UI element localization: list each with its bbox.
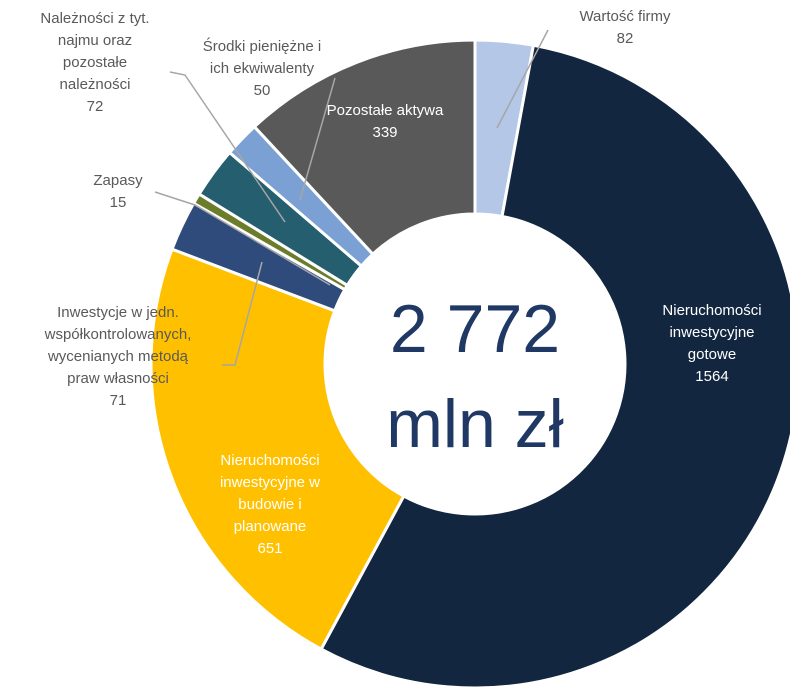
category-name: Nieruchomości inwestycyjne gotowe <box>662 302 762 363</box>
slice-label: Inwestycje w jedn. współkontrolowanych, … <box>45 302 192 412</box>
value-label: 50 <box>253 82 271 99</box>
category-name: Wartość firmy <box>579 8 671 25</box>
value-label: 71 <box>109 392 127 409</box>
slice-label: Nieruchomości inwestycyjne w budowie i p… <box>220 450 320 560</box>
value-label: 15 <box>109 194 127 211</box>
value-label: 82 <box>616 30 634 47</box>
leader-line <box>169 71 286 223</box>
value-label: 651 <box>257 540 283 557</box>
category-name: Zapasy <box>93 172 143 189</box>
value-label: 339 <box>372 124 398 141</box>
slice <box>319 43 790 687</box>
slice-label: Nieruchomości inwestycyjne gotowe 1564 <box>662 300 761 388</box>
slice <box>149 247 406 652</box>
category-name: Pozostałe aktywa <box>326 102 444 119</box>
center-text: 2 772 <box>389 291 561 367</box>
center-text: mln zł <box>386 386 564 462</box>
leader-line <box>496 29 549 129</box>
leader-line <box>299 77 336 201</box>
slice-label: Środki pieniężne i ich ekwiwalenty 50 <box>203 36 321 102</box>
category-name: Nieruchomości inwestycyjne w budowie i p… <box>219 452 321 535</box>
slice-label: Wartość firmy 82 <box>579 6 670 50</box>
slice <box>252 38 477 257</box>
category-name: Środki pieniężne i ich ekwiwalenty <box>202 38 322 77</box>
slice-label: Należności z tyt. najmu oraz pozostałe n… <box>40 8 149 118</box>
value-label: 1564 <box>695 368 729 385</box>
category-name: Inwestycje w jedn. współkontrolowanych, … <box>44 304 192 387</box>
value-label: 72 <box>86 98 104 115</box>
slice-label: Zapasy 15 <box>93 170 142 214</box>
slice-label: Pozostałe aktywa 339 <box>327 100 444 144</box>
leader-lines <box>154 29 549 366</box>
leader-line <box>222 261 263 366</box>
category-name: Należności z tyt. najmu oraz pozostałe n… <box>40 10 150 93</box>
leader-line <box>154 191 331 286</box>
